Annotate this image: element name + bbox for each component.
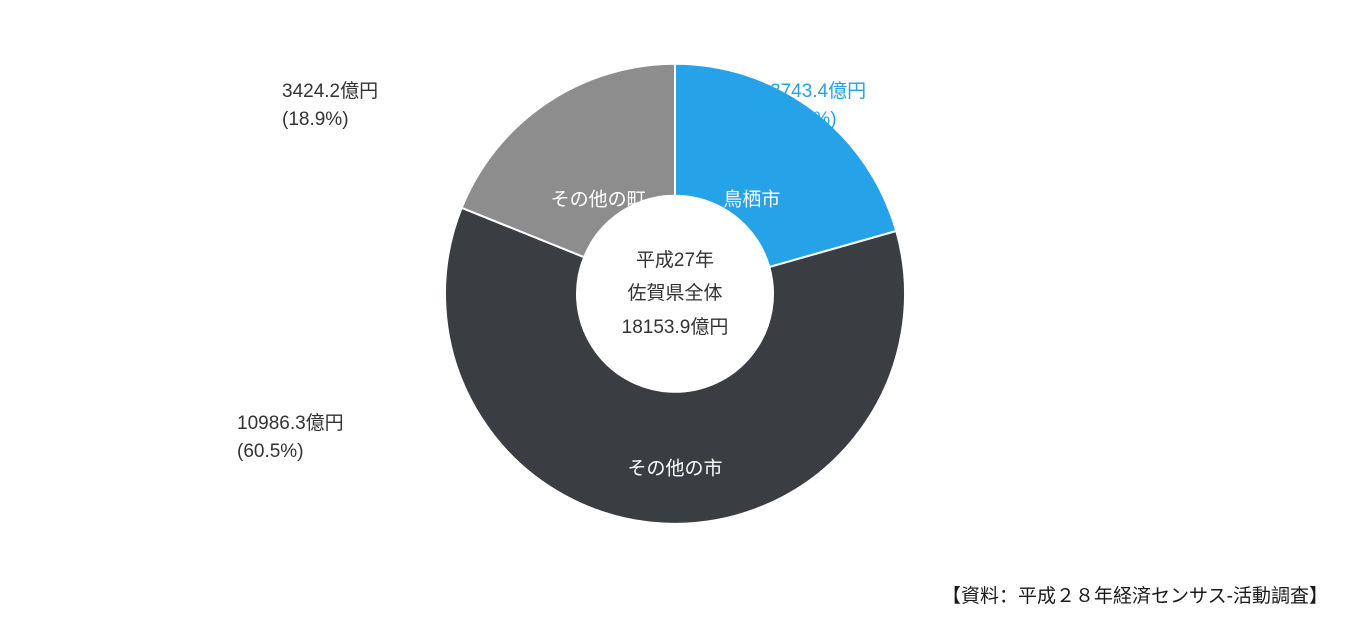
- slice-label-other-cities: その他の市: [627, 453, 722, 480]
- percent-other-cities: (60.5%): [237, 438, 344, 466]
- center-line3: 18153.9億円: [622, 316, 729, 337]
- slice-label-other-towns: その他の町: [551, 184, 646, 211]
- value-label-other-cities: 10986.3億円 (60.5%): [237, 410, 344, 465]
- value-other-towns: 3424.2億円: [282, 81, 378, 102]
- value-tosu: 3743.4億円: [770, 81, 866, 102]
- value-label-other-towns: 3424.2億円 (18.9%): [282, 78, 378, 133]
- value-label-tosu: 3743.4億円 (20.6%): [770, 78, 866, 133]
- slice-label-tosu: 鳥栖市: [723, 184, 780, 211]
- center-label: 平成27年 佐賀県全体 18153.9億円: [622, 244, 729, 344]
- value-other-cities: 10986.3億円: [237, 413, 344, 434]
- percent-tosu: (20.6%): [770, 106, 866, 134]
- source-note: 【資料：平成２８年経済センサス-活動調査】: [942, 581, 1328, 608]
- percent-other-towns: (18.9%): [282, 106, 378, 134]
- center-line2: 佐賀県全体: [627, 283, 722, 304]
- center-line1: 平成27年: [636, 250, 714, 271]
